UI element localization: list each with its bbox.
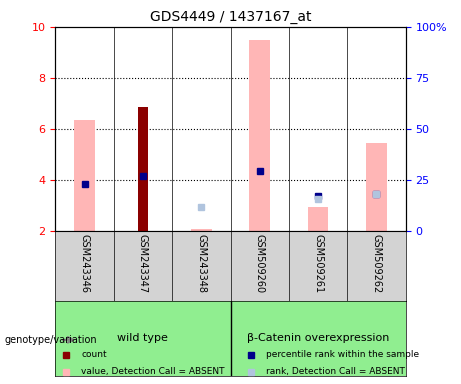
Text: rank, Detection Call = ABSENT: rank, Detection Call = ABSENT [266, 367, 404, 376]
Text: GSM243346: GSM243346 [79, 234, 89, 293]
Text: GSM243347: GSM243347 [138, 234, 148, 293]
Text: value, Detection Call = ABSENT: value, Detection Call = ABSENT [81, 367, 225, 376]
Text: count: count [81, 350, 107, 359]
Text: percentile rank within the sample: percentile rank within the sample [266, 350, 419, 359]
Bar [249, 40, 270, 231]
Text: GSM509261: GSM509261 [313, 234, 323, 293]
Text: genotype/variation: genotype/variation [5, 335, 97, 345]
Title: GDS4449 / 1437167_at: GDS4449 / 1437167_at [150, 10, 311, 25]
Text: β-Catenin overexpression: β-Catenin overexpression [247, 333, 389, 343]
Bar [138, 107, 148, 231]
Bar [366, 143, 387, 231]
Bar [191, 230, 212, 231]
Text: GSM509262: GSM509262 [372, 234, 382, 293]
Text: GSM509260: GSM509260 [254, 234, 265, 293]
Text: GSM243348: GSM243348 [196, 234, 207, 293]
Bar [308, 207, 328, 231]
Bar [74, 120, 95, 231]
Text: wild type: wild type [118, 333, 168, 343]
